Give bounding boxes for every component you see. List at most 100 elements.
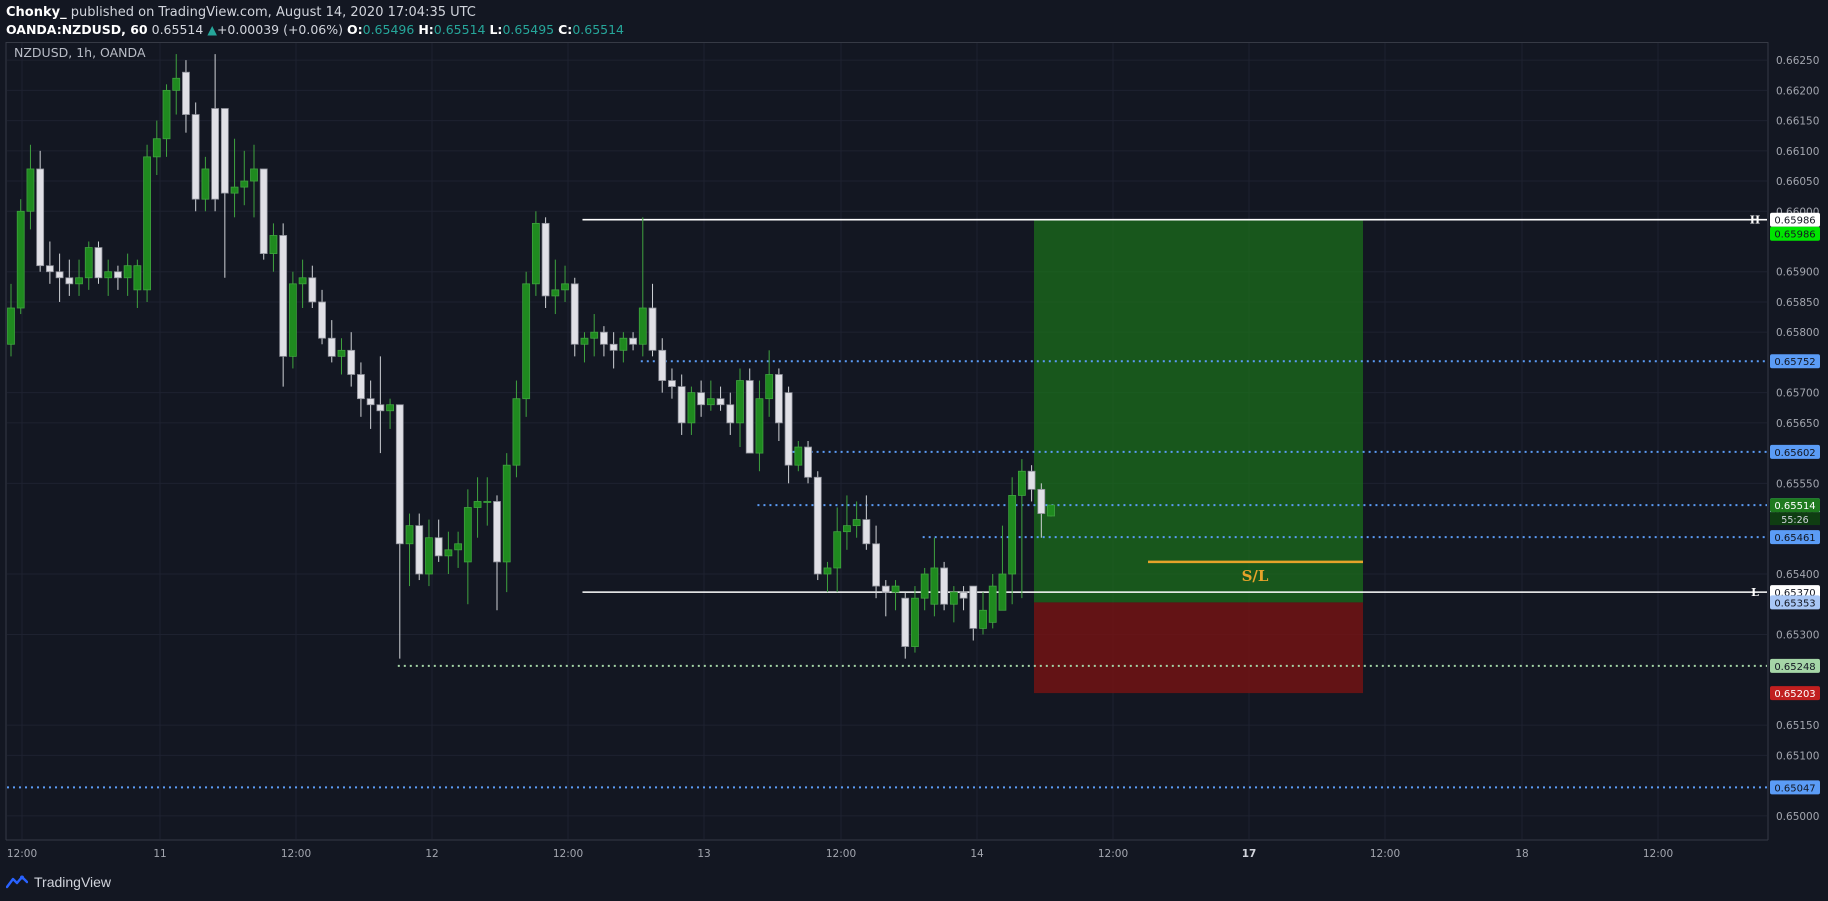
close-value: 0.65514 [572,22,625,37]
target-price-tag-bg [1770,226,1820,241]
candle-body [629,337,637,345]
candle-body [347,349,356,375]
price-tick-label: 0.65700 [1776,388,1819,400]
candle-body [7,307,15,345]
candle-body [327,337,336,357]
candle-body [726,404,735,424]
time-tick-label: 14 [970,848,984,860]
level-price-tag: 0.65752 [1774,357,1815,368]
stop-price-tag-bg [1770,686,1820,701]
candle-body [920,573,929,599]
candle-body [609,343,618,351]
candle-body [823,567,832,575]
candle-body [979,609,987,629]
candle-body [65,277,74,285]
entry-price-tag: 0.65353 [1774,598,1815,609]
candle-body [531,222,540,285]
candle-body [949,591,958,605]
stop-loss-label: S/L [1242,567,1269,585]
position-zones [1034,219,1363,694]
price-tick-label: 0.65000 [1776,811,1819,823]
candle-body [133,265,142,291]
candle-body [998,573,1007,611]
level-price-tag: 0.65602 [1774,448,1815,459]
level-tag-letter: H [1750,214,1760,227]
candle-body [425,537,433,575]
ohlc-legend: OANDA:NZDUSD, 60 0.65514 ▲+0.00039 (+0.0… [6,22,624,37]
candle-body [852,519,861,527]
price-axis[interactable]: 0.662500.662000.661500.661000.660500.660… [1776,55,1819,823]
level-price-tag: 0.65047 [1774,783,1815,794]
price-tick-label: 0.65900 [1776,267,1819,279]
candle-body [230,186,239,194]
publish-header: Chonky_ published on TradingView.com, Au… [0,0,1828,42]
candle-body [843,525,851,533]
candle-body [697,392,706,406]
profit-zone [1034,219,1363,603]
change-arrow-icon: ▲ [207,22,217,37]
candle-body [493,501,501,563]
price-tick-label: 0.65300 [1776,629,1819,641]
candle-body [580,337,589,345]
candle-body [1037,488,1046,514]
author-name[interactable]: Chonky_ [6,5,67,20]
price-tick-label: 0.66250 [1776,55,1819,67]
candle-body [473,501,482,508]
candle-body [901,597,910,647]
candle-body [1008,495,1017,575]
candle-body [269,235,278,254]
candle-body [75,277,83,285]
candle-body [288,283,297,357]
candle-body [279,235,288,357]
level-lines [7,218,1767,789]
candle-body [123,265,132,279]
candle-body [648,307,657,351]
candle-body [512,398,521,466]
candle-body [784,392,793,466]
candle-body [755,398,764,454]
candle-body [959,591,968,599]
time-tick-label: 13 [697,848,710,860]
chart-title: NZDUSD, 1h, OANDA [14,45,146,60]
candle-body [541,222,550,297]
candle-body [395,404,404,545]
candle-body [152,138,161,158]
last-price: 0.65514 [151,22,204,37]
candle-body [84,247,93,279]
time-axis[interactable]: 12:00 11 12:00 12 12:00 13 12:00 14 12:00 17 12:00… [7,848,1673,860]
candle-body [872,543,880,587]
candle-body [434,537,443,557]
candle-body [502,464,511,563]
annotation-layer: S/L [1148,560,1363,585]
candle-body [250,168,258,182]
time-tick-label: 12:00 [826,848,856,860]
level-price-tag: 0.65461 [1774,533,1815,544]
candle-body [357,374,365,400]
candle-body [366,398,375,406]
published-text: published on TradingView.com, August 14,… [70,5,476,20]
open-value: 0.65496 [362,22,415,37]
candle-body [211,108,220,200]
footer: TradingView [0,866,1828,901]
candle-body [745,380,754,454]
tradingview-logo-icon [6,875,28,889]
candle-body [522,283,531,400]
price-chart[interactable]: S/L NZDUSD, 1h, OANDA 0.66250 0.66200 0.66… [0,42,1828,866]
candle-body [240,180,249,188]
time-tick-label: 11 [153,848,166,860]
level-price-tag: 0.65986 [1774,216,1815,227]
publish-info: Chonky_ published on TradingView.com, Au… [6,5,476,20]
candle-body [94,247,103,279]
candle-body [590,331,599,339]
candle-body [191,114,200,200]
high-label: H: [418,22,434,37]
candle-body [376,404,385,412]
level-price-tag-bg [1770,658,1820,673]
candle-body [298,277,307,285]
candle-body [619,337,628,351]
price-tick-label: 0.66200 [1776,85,1819,97]
time-tick-label: 12:00 [1643,848,1673,860]
candle-body [765,374,774,400]
price-tick-label: 0.66100 [1776,146,1819,158]
tradingview-brand[interactable]: TradingView [6,874,111,890]
